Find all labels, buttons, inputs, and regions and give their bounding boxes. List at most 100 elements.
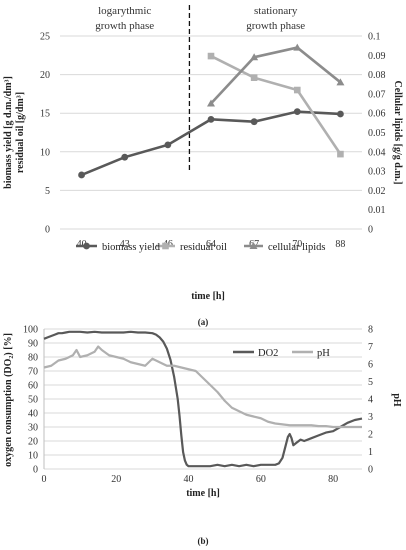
tick-label-b-x-80: 80 xyxy=(328,474,338,485)
tick-label-a-x-40: 40 xyxy=(77,239,87,250)
tick-label-a-x-70: 70 xyxy=(292,239,302,250)
chart-b-x-tick-labels: 0 20 40 60 80 xyxy=(42,474,339,485)
tick-label-b-y2-8: 8 xyxy=(368,325,373,336)
data-point-biomass-yield-67 xyxy=(250,118,258,126)
tick-label-b-y2-2: 2 xyxy=(368,430,373,441)
chart-a-right-tick-labels: 0 0.01 0.02 0.03 0.04 0.05 0.06 0.07 0.08 0.09 0.1 xyxy=(368,32,386,236)
tick-label-b-y-60: 60 xyxy=(28,381,38,392)
data-point-biomass-yield-43 xyxy=(121,153,129,161)
tick-label-a-y-10: 10 xyxy=(40,147,50,158)
tick-label-a-y2-0-05: 0.05 xyxy=(368,128,386,139)
legend-label-ph: pH xyxy=(317,348,330,359)
chart-b-x-axis-label: time [h] xyxy=(186,488,220,499)
chart-a-y-axis-label-line1: biomass yield [g d.m./dm³] xyxy=(3,76,14,189)
annotation-logarithmic-line1: logarythmic xyxy=(98,5,151,17)
tick-label-b-x-0: 0 xyxy=(42,474,47,485)
series-line-do2 xyxy=(43,330,363,468)
annotation-stationary-line2: growth phase xyxy=(246,20,305,32)
tick-label-a-y-15: 15 xyxy=(40,109,50,120)
data-point-biomass-yield-70 xyxy=(293,108,301,116)
chart-b-legend: DO2 pH xyxy=(233,348,330,359)
tick-label-a-y-20: 20 xyxy=(40,70,50,81)
series-line-residual-oil xyxy=(210,54,342,155)
tick-label-b-y-40: 40 xyxy=(28,409,38,420)
chart-b-y-axis-label: oxygen consumption (DO₂) [%] xyxy=(3,333,14,467)
tick-label-a-y-25: 25 xyxy=(40,32,50,43)
data-point-cellular-lipids-64 xyxy=(207,99,215,107)
tick-label-a-y2-0-03: 0.03 xyxy=(368,167,386,178)
data-point-biomass-yield-40 xyxy=(78,171,85,179)
tick-label-b-y-50: 50 xyxy=(28,395,38,406)
chart-b-series xyxy=(43,330,363,468)
tick-label-b-y-80: 80 xyxy=(28,353,38,364)
tick-label-a-y2-0-09: 0.09 xyxy=(368,51,386,62)
legend-swatch-marker-biomass-yield xyxy=(83,242,90,250)
tick-label-a-y2-0-08: 0.08 xyxy=(368,70,386,81)
tick-label-a-y2-0-01: 0.01 xyxy=(368,205,386,216)
annotation-stationary-line1: stationary xyxy=(254,5,298,17)
chart-a: logarythmic growth phase stationary grow… xyxy=(3,5,403,327)
data-point-biomass-yield-88 xyxy=(337,110,344,118)
tick-label-b-x-60: 60 xyxy=(256,474,266,485)
tick-label-b-y-30: 30 xyxy=(28,423,38,434)
chart-a-annotations: logarythmic growth phase stationary grow… xyxy=(95,5,305,32)
tick-label-b-y2-1: 1 xyxy=(368,447,373,458)
tick-label-b-y2-6: 6 xyxy=(368,360,373,371)
series-line-cellular-lipids xyxy=(210,46,342,105)
legend-label-cellular-lipids: cellular lipids xyxy=(268,242,325,253)
data-point-residual-oil-70 xyxy=(293,86,301,94)
panel-label-a: (a) xyxy=(198,317,209,327)
data-point-cellular-lipids-70 xyxy=(293,43,302,51)
tick-label-b-y-100: 100 xyxy=(23,325,38,336)
chart-a-gridlines xyxy=(60,35,362,230)
tick-label-b-y-10: 10 xyxy=(28,451,38,462)
chart-b-right-tick-labels: 0 1 2 3 4 5 6 7 8 xyxy=(368,325,373,476)
tick-label-b-y2-3: 3 xyxy=(368,412,373,423)
tick-label-b-y-0: 0 xyxy=(33,465,38,476)
chart-a-left-tick-labels: 0 5 10 15 20 25 xyxy=(40,32,50,236)
tick-label-a-y2-0-07: 0.07 xyxy=(368,89,386,100)
tick-label-a-x-64: 64 xyxy=(206,239,216,250)
data-point-residual-oil-64 xyxy=(207,52,215,60)
tick-label-a-y2-0-06: 0.06 xyxy=(368,109,386,120)
data-point-residual-oil-88 xyxy=(337,150,344,158)
chart-b: 0 10 20 30 40 50 60 70 80 90 100 0 1 2 3 4 5 6 7 8 0 20 40 60… xyxy=(3,325,402,547)
tick-label-a-x-88: 88 xyxy=(335,239,345,250)
legend-label-do2: DO2 xyxy=(258,348,278,359)
legend-label-biomass-yield: biomass yield xyxy=(102,242,161,253)
tick-label-b-y2-7: 7 xyxy=(368,342,373,353)
tick-label-a-y2-0-04: 0.04 xyxy=(368,147,386,158)
legend-swatch-marker-residual-oil xyxy=(162,242,169,250)
data-point-biomass-yield-46 xyxy=(164,141,172,149)
annotation-logarithmic-line2: growth phase xyxy=(95,20,154,32)
tick-label-a-y-5: 5 xyxy=(45,186,50,197)
data-point-biomass-yield-64 xyxy=(207,115,215,123)
legend-label-residual-oil: residual oil xyxy=(180,242,227,253)
tick-label-b-y-20: 20 xyxy=(28,437,38,448)
data-point-residual-oil-67 xyxy=(250,74,258,81)
tick-label-a-y2-0-1: 0.1 xyxy=(368,32,381,43)
chart-a-x-axis-label: time [h] xyxy=(191,291,225,302)
tick-label-a-y2-0-02: 0.02 xyxy=(368,186,386,197)
chart-b-gridlines xyxy=(43,328,362,470)
tick-label-a-x-43: 43 xyxy=(120,239,130,250)
series-line-ph xyxy=(43,345,362,429)
chart-a-y2-axis-label: Cellular lipids [g/g d.m.] xyxy=(392,81,403,185)
tick-label-b-x-20: 20 xyxy=(111,474,121,485)
chart-a-series xyxy=(78,43,345,179)
chart-b-left-tick-labels: 0 10 20 30 40 50 60 70 80 90 100 xyxy=(23,325,38,476)
chart-b-y2-axis-label: pH xyxy=(391,393,402,407)
tick-label-b-y2-4: 4 xyxy=(368,395,373,406)
tick-label-b-y2-0: 0 xyxy=(368,465,373,476)
data-point-cellular-lipids-88 xyxy=(336,78,345,86)
tick-label-a-y2-0: 0 xyxy=(368,225,373,236)
tick-label-b-y2-5: 5 xyxy=(368,377,373,388)
tick-label-a-y-0: 0 xyxy=(45,225,50,236)
tick-label-b-y-70: 70 xyxy=(28,367,38,378)
legend-swatch-marker-cellular-lipids xyxy=(249,242,258,249)
tick-label-b-y-90: 90 xyxy=(28,339,38,350)
tick-label-b-x-40: 40 xyxy=(184,474,194,485)
chart-a-y-axis-label-line2: residual oil [g/dm³] xyxy=(15,92,26,173)
